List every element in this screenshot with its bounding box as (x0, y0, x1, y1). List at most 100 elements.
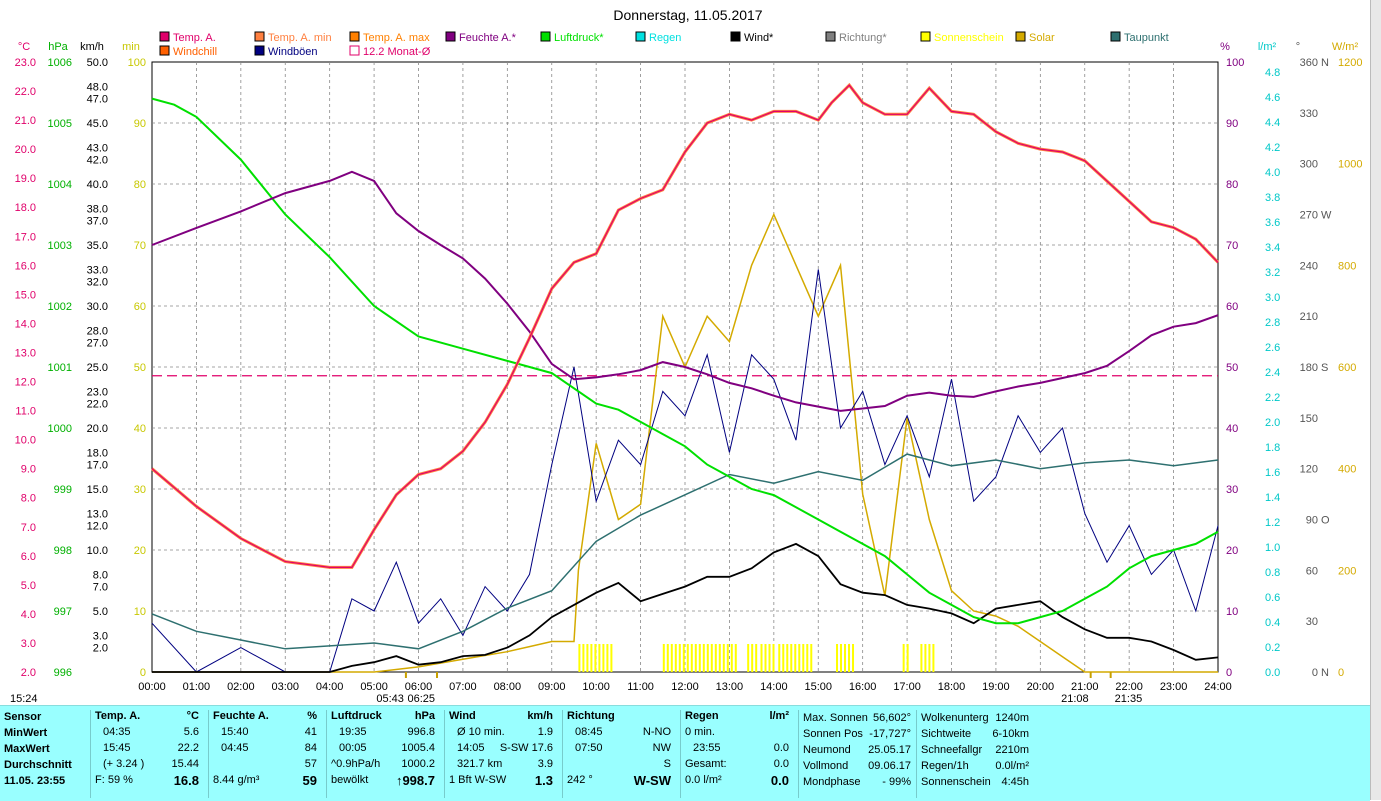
astro-column: Max. Sonnen 56,602° Sonnen Pos -17,727° … (798, 710, 915, 798)
direction-header: Richtung (567, 710, 615, 722)
rain-tick-label: 4.4 (1265, 117, 1280, 129)
rain-r2-val: 0.0 (773, 742, 789, 754)
direction-tick-label: 60 (1306, 565, 1318, 577)
sunshine-bar (810, 644, 813, 672)
pressure-current: ↑998.7 (395, 773, 435, 788)
temp-tick-label: 22.0 (15, 86, 36, 98)
x-tick-label: 11:00 (627, 681, 654, 693)
humidity-avg-val: 57 (304, 758, 317, 770)
wind-tick-label: 30.0 (87, 301, 108, 313)
vertical-scrollbar[interactable] (1370, 0, 1381, 800)
sunshine-bar (726, 644, 729, 672)
sunshine-bar (844, 644, 847, 672)
direction-tick-label: O (1321, 515, 1330, 527)
humidity-column: Feuchte A. % 15:40 41 04:45 84 57 8.44 g… (208, 710, 325, 798)
legend-swatch (159, 31, 170, 42)
sunshine-bar (666, 644, 669, 672)
temp-tick-label: 4.0 (21, 609, 36, 621)
humidity-tick-label: 90 (1226, 118, 1238, 130)
direction-r1-time: 08:45 (575, 726, 603, 738)
solar-tick-label: 0 (1338, 667, 1344, 679)
sunshine-bar (670, 644, 673, 672)
legend-swatch (540, 31, 551, 42)
sunshine-bar (602, 644, 605, 672)
temp-max-time: 15:45 (103, 742, 131, 754)
min-tick-label: 80 (134, 179, 146, 191)
humidity-tick-label: 10 (1226, 606, 1238, 618)
wind-tick-label: 3.0 (93, 630, 108, 642)
temp-tick-label: 15.0 (15, 289, 36, 301)
pressure-unit: hPa (414, 710, 435, 722)
rain-tick-label: 2.2 (1265, 392, 1280, 404)
wind-tick-label: 45.0 (87, 118, 108, 130)
humidity-tick-label: 60 (1226, 301, 1238, 313)
wind-distance: 321.7 km (457, 758, 503, 770)
x-tick-label: 20:00 (1027, 681, 1055, 693)
rain-tick-label: 3.2 (1265, 267, 1280, 279)
x-tick-label: 06:00 (405, 681, 433, 693)
sunshine-bar (798, 644, 801, 672)
humidity-tick-label: 30 (1226, 484, 1238, 496)
pressure-tick-label: 999 (54, 484, 72, 496)
min-tick-label: 40 (134, 423, 146, 435)
temp-tick-label: 20.0 (15, 144, 36, 156)
sunshine-bar (782, 644, 785, 672)
wind-column: Wind km/h Ø 10 min. 1.9 14:05 S-SW 17.6 … (444, 710, 561, 798)
sunset-time: 21:08 (1061, 693, 1089, 705)
sunshine-bar (928, 644, 931, 672)
temp-tick-label: 8.0 (21, 493, 36, 505)
pressure-tick-label: 1001 (48, 362, 72, 374)
sensor-column: Sensor MinWert MaxWert Durchschnitt 11.0… (4, 710, 88, 798)
wind-tick-label: 42.0 (87, 155, 108, 167)
timestamp: 11.05. 23:55 (4, 775, 66, 787)
humidity-max-time: 04:45 (221, 742, 249, 754)
summary-panel: Sensor MinWert MaxWert Durchschnitt 11.0… (0, 705, 1370, 801)
legend-swatch (349, 31, 360, 42)
legend-label: Windchill (173, 46, 217, 58)
astro-val: 09.06.17 (868, 760, 911, 772)
astro-val: 56,602° (872, 712, 911, 724)
rain-r2-label: 23:55 (693, 742, 721, 754)
x-tick-label: 09:00 (538, 681, 566, 693)
rain-unit: l/m² (769, 710, 789, 722)
sunshine-bar (932, 644, 935, 672)
x-tick-label: 13:00 (716, 681, 744, 693)
temp-column: Temp. A. °C 04:35 5.6 15:45 22.2 (+ 3.24… (90, 710, 207, 798)
durchschnitt-label: Durchschnitt (4, 759, 72, 771)
legend-swatch (254, 45, 265, 56)
temp-tick-label: 13.0 (15, 347, 36, 359)
rain-tick-label: 0.8 (1265, 567, 1280, 579)
sunshine-bar (802, 644, 805, 672)
extra-label: Sichtweite (921, 728, 972, 740)
direction-tick-label: 270 (1300, 210, 1318, 222)
sunshine-bar (722, 644, 725, 672)
direction-tick-label: 0 (1312, 667, 1318, 679)
rain-tick-label: 0.2 (1265, 642, 1280, 654)
sunshine-bar (718, 644, 721, 672)
temp-tick-label: 21.0 (15, 115, 36, 127)
pressure-tick-label: 1002 (48, 301, 72, 313)
direction-tick-label: 360 (1300, 57, 1318, 69)
min-tick-label: 0 (140, 667, 146, 679)
pressure-line (151, 97, 1219, 625)
wind-tick-label: 37.0 (87, 216, 108, 228)
wind-tick-label: 40.0 (87, 179, 108, 191)
legend-label: Regen (649, 32, 681, 44)
dusk-time: 21:35 (1115, 693, 1143, 705)
min-tick-label: 100 (128, 57, 146, 69)
wind-tick-label: 43.0 (87, 142, 108, 154)
sunshine-bar (730, 644, 733, 672)
temp-current: 16.8 (173, 773, 199, 788)
extra-column: Wolkenunterg 1240m Sichtweite 6-10km Sch… (916, 710, 1033, 798)
rain-tick-label: 3.4 (1265, 242, 1280, 254)
sun-markers: 05:43 06:25 21:08 21:35 15:24 (10, 672, 1142, 705)
rain-tick-label: 1.8 (1265, 442, 1280, 454)
maxwert-label: MaxWert (4, 743, 50, 755)
direction-tick-label: 30 (1306, 616, 1318, 628)
sunshine-bar (848, 644, 851, 672)
humidity-tick-label: 20 (1226, 545, 1238, 557)
axis-unit-label: min (122, 41, 140, 53)
wind-tick-label: 27.0 (87, 338, 108, 350)
rain-r4-label: 0.0 l/m² (685, 774, 722, 786)
wind-avg-val: 1.9 (537, 726, 553, 738)
